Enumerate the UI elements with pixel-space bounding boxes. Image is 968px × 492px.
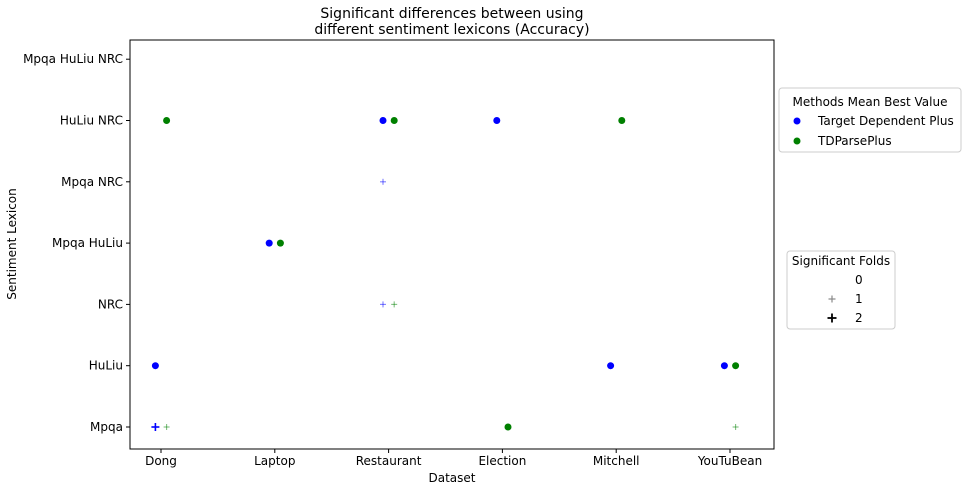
legend-marker-tdparseplus (793, 137, 801, 145)
folds-legend-title: Significant Folds (792, 254, 890, 268)
x-axis-label: Dataset (429, 471, 476, 485)
fold-marker-target-dependent-plus-restaurant-nrc (380, 301, 386, 308)
fold-marker-target-dependent-plus-dong-mpqa (151, 423, 160, 431)
legend-marker-target-dependent-plus (793, 117, 801, 125)
best-value-point-target-dependent-plus-youtubean-huliu (720, 362, 728, 370)
legend-label-target-dependent-plus: Target Dependent Plus (817, 114, 954, 128)
fold-marker-tdparseplus-restaurant-nrc (391, 301, 398, 308)
x-tick-label-laptop: Laptop (254, 454, 295, 468)
best-value-point-tdparseplus-laptop-mpqa-huliu (276, 239, 284, 247)
best-value-point-tdparseplus-election-mpqa (504, 423, 512, 431)
x-tick-label-election: Election (478, 454, 526, 468)
fold-marker-tdparseplus-dong-mpqa (163, 424, 170, 430)
chart-title-line-2: different sentiment lexicons (Accuracy) (314, 22, 589, 38)
y-tick-label-mpqa-nrc: Mpqa NRC (61, 175, 123, 189)
fold-marker-tdparseplus-youtubean-mpqa (732, 424, 739, 430)
best-value-point-target-dependent-plus-mitchell-huliu (607, 362, 615, 370)
x-tick-label-mitchell: Mitchell (593, 454, 640, 468)
folds-legend-marker-2 (827, 313, 837, 323)
y-tick-label-mpqa: Mpqa (90, 420, 123, 434)
y-tick-label-huliu: HuLiu (89, 359, 123, 373)
legend-label-tdparseplus: TDParsePlus (817, 134, 892, 148)
y-tick-label-nrc: NRC (98, 297, 123, 311)
folds-legend-box (786, 250, 896, 330)
fold-marker-target-dependent-plus-restaurant-mpqa-nrc (380, 178, 386, 185)
folds-legend-label-0: 0 (855, 273, 863, 287)
best-value-point-target-dependent-plus-dong-huliu (151, 362, 159, 370)
methods-legend-title: Methods Mean Best Value (793, 95, 948, 109)
best-value-point-tdparseplus-dong-huliu-nrc (163, 117, 171, 124)
data-marks (151, 117, 740, 431)
y-tick-label-mpqa-huliu-nrc: Mpqa HuLiu NRC (23, 52, 123, 66)
best-value-point-target-dependent-plus-laptop-mpqa-huliu (265, 239, 273, 247)
x-tick-label-dong: Dong (145, 454, 177, 468)
folds-legend-label-1: 1 (855, 292, 863, 306)
folds-legend-marker-1 (828, 295, 836, 303)
y-tick-label-huliu-nrc: HuLiu NRC (60, 114, 123, 128)
y-axis-label: Sentiment Lexicon (5, 188, 19, 299)
chart-title-line-1: Significant differences between using (320, 6, 583, 22)
y-axis: Mpqa HuLiu NRC Mpqa HuLiu Mpqa NRC HuLiu NRC M… (23, 52, 130, 434)
x-tick-label-youtubean: YouTuBean (697, 454, 762, 468)
methods-legend-box (778, 87, 962, 153)
best-value-point-target-dependent-plus-election-huliu-nrc (493, 117, 501, 124)
best-value-point-tdparseplus-mitchell-huliu-nrc (618, 117, 626, 124)
best-value-point-tdparseplus-restaurant-huliu-nrc (390, 117, 398, 124)
best-value-point-target-dependent-plus-restaurant-huliu-nrc (379, 117, 387, 124)
folds-legend: Significant Folds 0 1 2 (786, 250, 896, 330)
methods-legend: Methods Mean Best Value Target Dependent… (778, 87, 962, 153)
folds-legend-label-2: 2 (855, 311, 863, 325)
y-tick-label-mpqa-huliu: Mpqa HuLiu (52, 236, 123, 250)
best-value-point-tdparseplus-youtubean-huliu (732, 362, 740, 370)
plot-area-frame (129, 39, 775, 450)
x-axis: Dong Laptop Restaurant Election Mitchell YouT… (145, 449, 762, 468)
x-tick-label-restaurant: Restaurant (356, 454, 422, 468)
